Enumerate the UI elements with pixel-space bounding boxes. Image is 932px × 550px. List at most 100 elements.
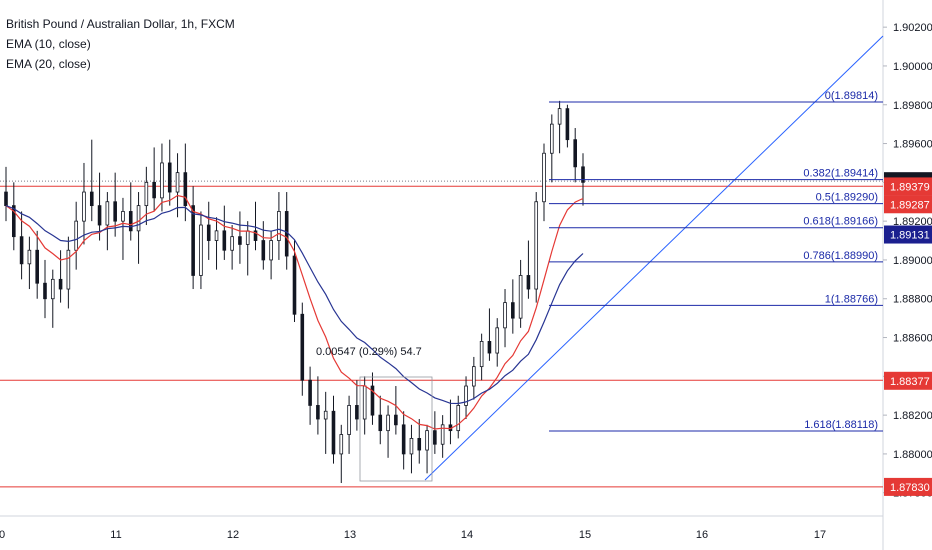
price-badge: 1.89287 [884,195,932,214]
candle-body [35,249,39,284]
candle [19,211,24,280]
candle [323,391,328,454]
price-badge-label: 1.89287 [890,199,930,211]
candle [534,192,539,303]
candle [495,318,500,367]
candle-body [394,414,398,426]
price-badge-bg [884,477,932,496]
price-badge: 1.88377 [884,371,932,390]
candle [308,366,312,425]
x-tick-label: 16 [696,529,708,541]
candle [456,395,461,439]
candle [105,192,110,251]
candle [222,205,227,260]
candle [479,333,484,381]
candle-body [581,166,585,183]
candle-body [550,123,554,154]
candle [144,166,149,226]
y-tick-label: 1.90200 [893,22,932,34]
ema10-legend[interactable]: EMA (10, close) [6,37,91,51]
candle [448,399,453,445]
price-badge-label: 1.89379 [890,181,930,193]
price-badge-bg [884,225,932,244]
candle [425,424,429,474]
candle-body [495,327,500,354]
candle-body [253,230,258,241]
y-tick-label: 1.90000 [893,61,932,73]
candle-body [284,211,289,257]
candle [199,211,203,290]
y-tick-label: 1.88000 [893,449,932,461]
candle [409,424,414,474]
candle-body [378,414,383,432]
candle-body [183,172,188,207]
candle [167,139,172,206]
y-tick-label: 1.89800 [893,100,932,112]
candle-body [50,278,55,300]
candle [550,114,554,183]
candle [136,192,141,264]
y-tick-label: 1.89600 [893,139,932,151]
price-badge-label: 1.87830 [890,482,930,494]
candle [292,240,297,323]
candle-body [175,172,180,193]
candle-body [214,230,219,241]
candle-body [425,430,429,451]
candle-body [152,181,156,199]
candle-body [238,236,242,245]
y-tick-label: 1.88600 [893,333,932,345]
candle-body [167,162,172,193]
candle [433,411,437,454]
candle [206,201,211,260]
ema20-legend[interactable]: EMA (20, close) [6,57,91,71]
candle-body [472,366,476,387]
candle-body [534,201,539,290]
y-tick-label: 1.89200 [893,216,932,228]
price-badge-bg [884,177,932,196]
trend-line [424,35,884,481]
candle-body [440,424,445,445]
candle-body [113,201,117,222]
candle [518,259,523,328]
candle [487,308,492,361]
candle-body [300,313,305,381]
candle-body [362,385,367,420]
fib-level-label: 1(1.88766) [825,293,878,305]
candle-body [144,181,149,207]
candle-body [222,230,227,251]
candle-body [526,275,531,290]
candle-body [160,162,164,199]
x-tick-label: 17 [814,529,826,541]
candle [355,380,359,431]
price-badge-bg [884,371,932,390]
x-tick-label: 12 [227,529,239,541]
candle [58,250,63,303]
candle-body [308,379,312,406]
fib-level-label: 0.382(1.89414) [803,168,878,180]
candle-body [347,405,351,435]
candle [11,182,16,251]
candle-body [261,240,266,261]
candle-body [11,205,16,238]
candle [417,419,422,464]
candle-body [487,341,492,354]
candle [362,376,367,435]
candle-body [456,405,461,432]
price-badge-label: 1.89131 [890,230,930,242]
candle [339,424,344,484]
candle [4,166,8,222]
candle-body [27,249,32,265]
symbol-title[interactable]: British Pound / Australian Dollar, 1h, F… [6,17,235,31]
candle-body [191,205,195,276]
candle [347,395,351,454]
fib-level-label: 0.786(1.88990) [803,250,878,262]
candle [183,143,188,222]
candle-body [230,236,234,251]
y-tick-label: 1.88800 [893,294,932,306]
candle [82,162,86,245]
candle [394,386,398,435]
candle-body [409,438,414,455]
candle [557,100,562,154]
